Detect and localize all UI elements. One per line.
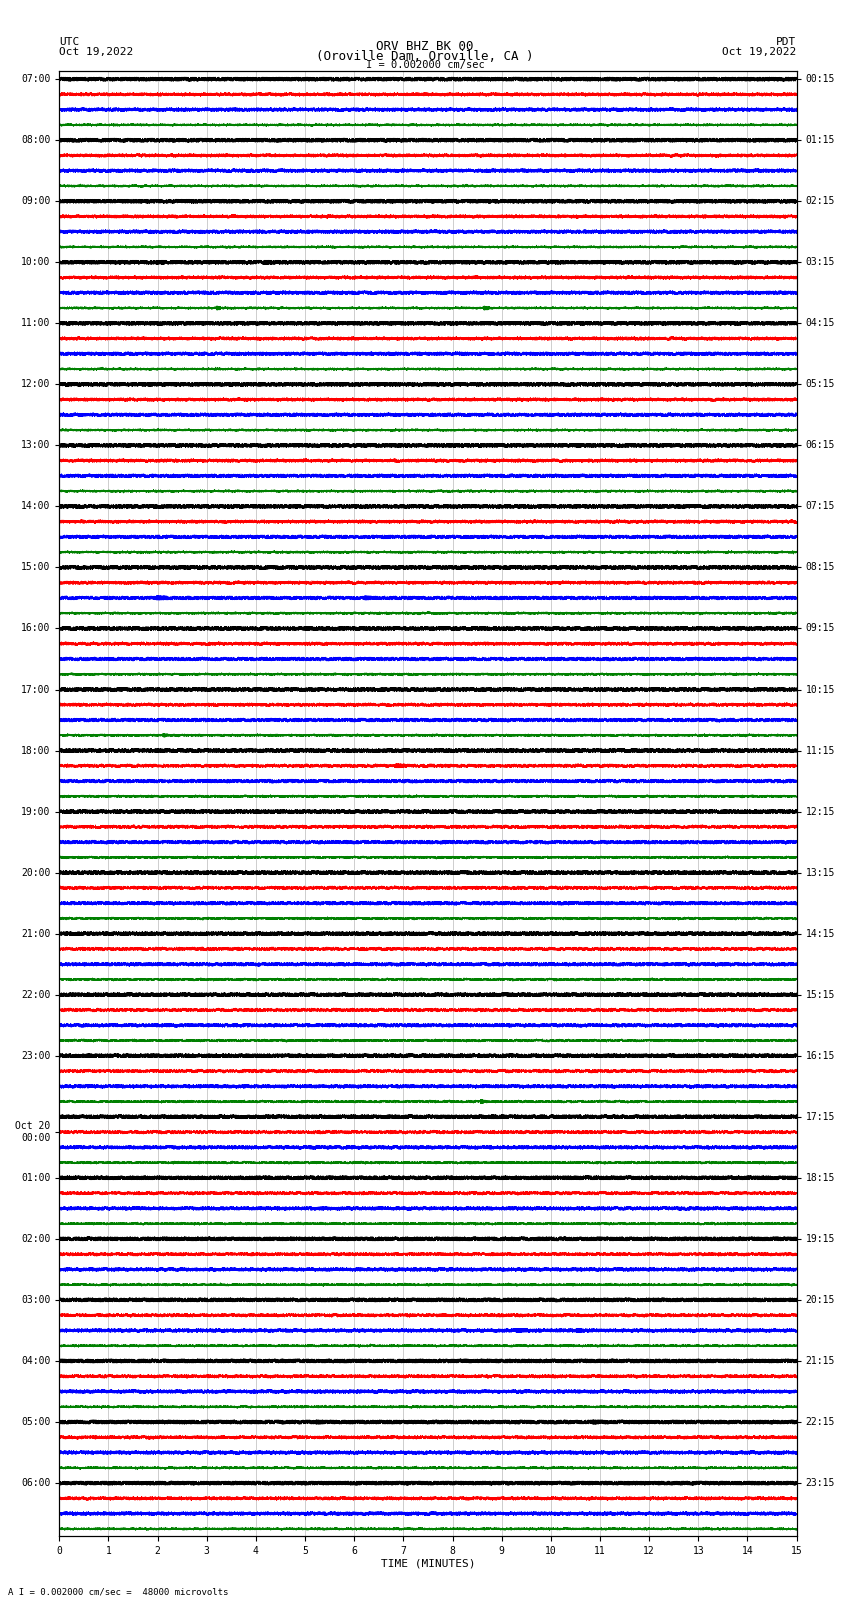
Text: UTC: UTC (60, 37, 80, 47)
Text: PDT: PDT (776, 37, 796, 47)
X-axis label: TIME (MINUTES): TIME (MINUTES) (381, 1560, 475, 1569)
Text: I = 0.002000 cm/sec: I = 0.002000 cm/sec (366, 60, 484, 69)
Text: Oct 19,2022: Oct 19,2022 (722, 47, 796, 56)
Text: Oct 19,2022: Oct 19,2022 (60, 47, 133, 56)
Text: A I = 0.002000 cm/sec =  48000 microvolts: A I = 0.002000 cm/sec = 48000 microvolts (8, 1587, 229, 1597)
Text: ORV BHZ BK 00: ORV BHZ BK 00 (377, 40, 473, 53)
Text: (Oroville Dam, Oroville, CA ): (Oroville Dam, Oroville, CA ) (316, 50, 534, 63)
